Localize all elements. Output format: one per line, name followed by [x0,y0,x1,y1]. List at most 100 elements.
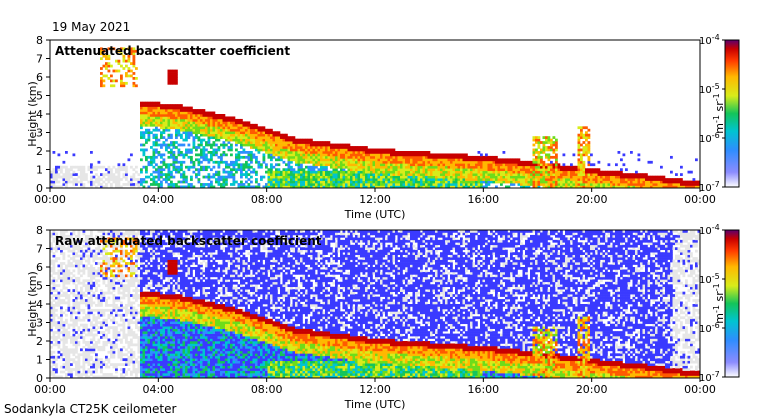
heatmap-cell [125,264,128,268]
heatmap-cell [255,185,258,188]
heatmap-cell [187,111,191,115]
heatmap-cell [212,173,216,176]
heatmap-cell [152,114,156,117]
heatmap-cell [217,116,221,120]
heatmap-cell [685,180,688,184]
heatmap-cell [660,165,663,169]
heatmap-cell [510,183,513,186]
heatmap-cell [92,318,96,322]
heatmap-cell [117,281,121,285]
heatmap-cell [127,291,131,295]
heatmap-cell [152,143,156,147]
heatmap-cell [637,178,641,181]
heatmap-cell [72,318,76,322]
heatmap-cell [130,373,133,376]
heatmap-cell [255,138,258,142]
heatmap-cell [612,173,616,176]
heatmap-cell [617,183,621,186]
heatmap-cell [122,47,126,51]
heatmap-cell [180,118,183,122]
heatmap-cell [267,141,271,144]
heatmap-cell [212,143,216,147]
heatmap-cell [375,160,378,164]
heatmap-cell [152,175,156,179]
heatmap-cell [182,155,186,159]
heatmap-cell [60,249,63,253]
heatmap-cell [77,370,81,374]
heatmap-cell [125,286,128,290]
heatmap-cell [182,170,186,174]
heatmap-cell [197,143,201,147]
heatmap-cell [122,173,126,176]
heatmap-cell [100,289,103,292]
heatmap-cell [100,365,103,369]
heatmap-cell [555,148,558,152]
heatmap-cell [117,69,121,73]
heatmap-cell [280,170,283,174]
heatmap-cell [117,175,121,179]
heatmap-cell [200,151,203,154]
heatmap-cell [312,143,316,147]
heatmap-cell [360,180,363,184]
heatmap-cell [415,160,418,164]
heatmap-cell [317,155,321,159]
heatmap-cell [562,153,566,157]
heatmap-cell [652,175,656,179]
heatmap-cell [460,185,463,188]
heatmap-cell [387,163,391,167]
heatmap-cell [82,299,86,302]
heatmap-cell [175,121,178,125]
heatmap-cell [552,165,556,169]
heatmap-cell [90,180,93,184]
heatmap-cell [297,155,301,159]
heatmap-cell [322,168,326,172]
heatmap-cell [365,173,368,176]
y-tick-label: 5 [36,90,43,103]
heatmap-cell [365,163,368,167]
heatmap-cell [102,336,106,339]
heatmap-cell [325,168,328,172]
heatmap-cell [117,232,121,236]
heatmap-cell [182,128,186,132]
heatmap-cell [140,178,143,181]
heatmap-cell [525,178,528,181]
heatmap-cell [262,160,266,164]
heatmap-cell [70,308,73,312]
heatmap-cell [370,160,373,164]
heatmap-cell [362,183,366,186]
heatmap-cell [102,308,106,312]
heatmap-cell [160,121,163,125]
heatmap-cell [62,180,66,184]
heatmap-cell [450,155,453,159]
heatmap-cell [65,234,68,238]
heatmap-cell [75,348,78,352]
heatmap-cell [302,138,306,142]
heatmap-cell [355,158,358,162]
heatmap-cell [357,173,361,176]
heatmap-cell [117,289,121,292]
heatmap-cell [402,155,406,159]
heatmap-cell [160,173,163,176]
heatmap-cell [127,237,131,241]
heatmap-cell [697,180,700,184]
heatmap-cell [97,358,101,362]
heatmap-cell [310,165,313,169]
heatmap-cell [127,294,131,297]
heatmap-cell [95,345,98,349]
heatmap-cell [162,109,166,112]
heatmap-cell [325,143,328,147]
heatmap-cell [112,363,116,366]
heatmap-cell [255,155,258,159]
heatmap-cell [132,72,136,75]
heatmap-cell [382,160,386,164]
heatmap-cell [130,318,133,322]
heatmap-cell [117,299,121,302]
heatmap-cell [82,373,86,376]
heatmap-cell [490,158,493,162]
heatmap-cell [70,323,73,327]
heatmap-cell [52,370,56,374]
heatmap-cell [85,375,88,378]
heatmap-cell [202,155,206,159]
heatmap-cell [570,173,573,176]
heatmap-cell [200,155,203,159]
